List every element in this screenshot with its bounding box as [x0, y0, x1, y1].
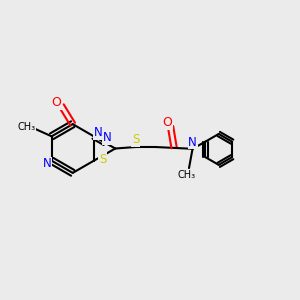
Text: O: O: [51, 96, 61, 109]
Text: O: O: [163, 116, 172, 130]
Text: CH₃: CH₃: [18, 122, 36, 132]
Text: S: S: [99, 153, 106, 166]
Text: N: N: [188, 136, 197, 149]
Text: S: S: [132, 134, 139, 146]
Text: N: N: [94, 126, 102, 139]
Text: N: N: [43, 157, 51, 170]
Text: N: N: [103, 131, 112, 144]
Text: CH₃: CH₃: [178, 170, 196, 180]
